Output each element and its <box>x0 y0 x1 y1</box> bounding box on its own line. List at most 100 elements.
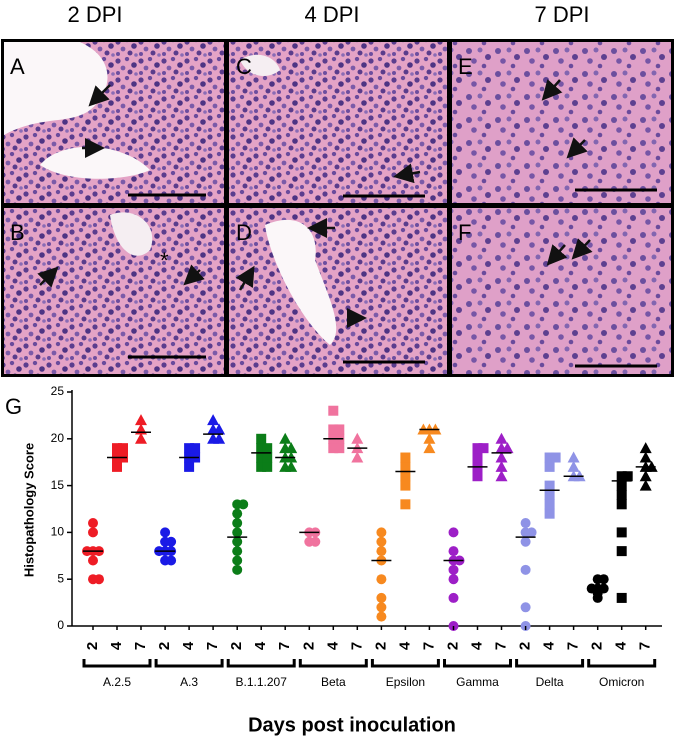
point <box>213 432 226 444</box>
point <box>190 443 201 454</box>
y-tick-label: 15 <box>51 478 65 492</box>
y-tick-label: 25 <box>51 384 65 398</box>
point <box>207 414 220 426</box>
point <box>501 442 514 454</box>
panel-letter: E <box>458 54 473 79</box>
point <box>118 443 128 454</box>
point <box>400 480 411 491</box>
arrow <box>88 84 111 107</box>
panel-letter: B <box>10 220 25 245</box>
panel-letter: C <box>236 54 252 79</box>
point <box>520 536 531 547</box>
point <box>376 592 387 603</box>
point <box>567 460 580 472</box>
point <box>160 527 171 538</box>
x-tick-label: 4 <box>541 641 558 650</box>
point <box>376 527 387 538</box>
x-tick-label: 4 <box>613 641 630 650</box>
point <box>448 546 459 557</box>
point <box>351 451 364 463</box>
point <box>616 471 627 482</box>
point <box>639 479 652 491</box>
panel-letter: G <box>5 394 22 419</box>
group-bracket <box>154 659 224 668</box>
point <box>472 443 483 454</box>
x-tick-label: 7 <box>637 642 654 650</box>
point <box>135 432 147 444</box>
arrow <box>571 238 593 260</box>
point <box>232 518 243 529</box>
point <box>400 499 411 510</box>
point <box>279 432 292 444</box>
point <box>232 527 243 538</box>
point <box>448 527 459 538</box>
point <box>256 461 267 472</box>
point <box>232 546 243 557</box>
x-tick-label: 7 <box>204 642 221 650</box>
point <box>544 489 555 500</box>
x-tick-label: 2 <box>228 642 245 650</box>
point <box>256 452 267 463</box>
group-label: Gamma <box>456 675 499 689</box>
point <box>567 451 580 463</box>
point <box>472 471 483 482</box>
x-tick-label: 7 <box>565 642 582 650</box>
point <box>135 414 147 426</box>
lumen <box>240 54 280 76</box>
group-bracket <box>226 659 296 668</box>
x-tick-label: 7 <box>492 642 509 650</box>
y-tick-label: 5 <box>57 571 64 585</box>
panel-image <box>229 208 447 374</box>
group-bracket <box>443 659 512 668</box>
x-tick-label: 2 <box>156 642 173 650</box>
point <box>334 424 345 435</box>
x-tick-label: 2 <box>300 642 317 650</box>
arrow <box>393 163 421 184</box>
group-label: Epsilon <box>386 675 425 689</box>
point <box>88 527 98 538</box>
y-tick-label: 20 <box>51 431 65 445</box>
point <box>262 452 273 463</box>
point <box>166 536 177 547</box>
point <box>544 499 555 510</box>
arrow <box>541 79 563 101</box>
lumen <box>4 42 108 135</box>
point <box>495 432 508 444</box>
asterisk: * <box>160 248 169 273</box>
column-header: 2 DPI <box>67 2 122 27</box>
point <box>213 423 226 435</box>
point <box>285 460 298 472</box>
point <box>88 518 98 529</box>
group-label: Delta <box>536 675 564 689</box>
lumen <box>110 212 153 256</box>
point <box>351 432 364 444</box>
point <box>544 480 555 491</box>
point <box>112 461 122 472</box>
point <box>616 592 627 603</box>
point <box>256 433 267 444</box>
point <box>495 451 508 463</box>
x-tick-label: 4 <box>324 641 341 650</box>
x-tick-label: 7 <box>348 642 365 650</box>
point <box>184 443 195 454</box>
point <box>376 611 387 622</box>
column-header: 4 DPI <box>304 2 359 27</box>
point <box>238 499 249 510</box>
arrow <box>37 266 59 288</box>
point <box>448 592 459 603</box>
panel-letter: A <box>10 54 25 79</box>
point <box>616 546 627 557</box>
point <box>423 432 436 444</box>
y-tick-label: 10 <box>51 525 65 539</box>
group-bracket <box>515 659 585 668</box>
point <box>166 555 177 566</box>
point <box>232 564 243 575</box>
point <box>520 602 531 613</box>
point <box>376 574 387 585</box>
point <box>622 471 633 482</box>
point <box>112 443 122 454</box>
point <box>544 452 555 463</box>
x-axis-title: Days post inoculation <box>248 714 456 736</box>
y-tick-label: 0 <box>57 618 64 632</box>
